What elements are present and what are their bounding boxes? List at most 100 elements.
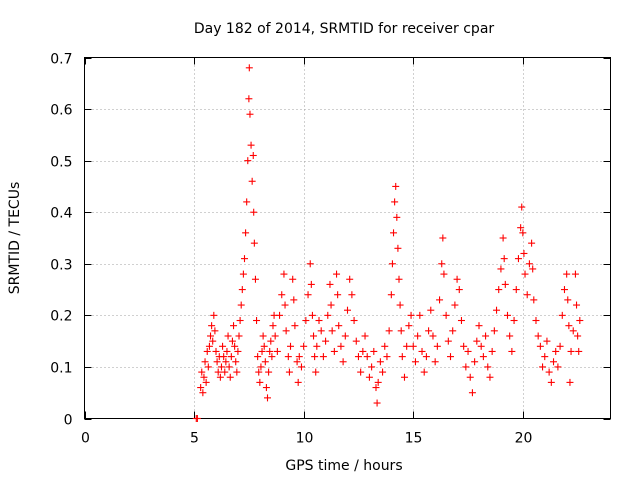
- data-point: [259, 332, 267, 340]
- data-point: [543, 337, 551, 345]
- data-point: [368, 363, 376, 371]
- data-point: [214, 368, 222, 376]
- data-point: [350, 317, 358, 325]
- data-point: [438, 260, 446, 268]
- data-point: [576, 317, 584, 325]
- data-point: [208, 322, 216, 330]
- data-point: [539, 363, 547, 371]
- data-point: [468, 389, 476, 397]
- data-point: [575, 347, 583, 355]
- data-point: [484, 363, 492, 371]
- data-point: [444, 337, 452, 345]
- data-point: [242, 229, 250, 237]
- data-point: [209, 337, 217, 345]
- data-point: [560, 286, 568, 294]
- x-tick-label: 10: [296, 431, 314, 447]
- data-point: [317, 327, 325, 335]
- data-point: [497, 265, 505, 273]
- data-point: [202, 378, 210, 386]
- data-point: [493, 306, 501, 314]
- data-point: [528, 239, 536, 247]
- data-point: [564, 296, 572, 304]
- data-point: [574, 332, 582, 340]
- y-tick-label: 0.5: [50, 155, 72, 171]
- data-point: [403, 342, 411, 350]
- data-point: [466, 373, 474, 381]
- data-point: [210, 311, 218, 319]
- data-point: [212, 347, 220, 355]
- data-point: [439, 234, 447, 242]
- data-point: [395, 275, 403, 283]
- data-point: [344, 306, 351, 314]
- x-tick-label: 0: [81, 431, 90, 447]
- data-point: [236, 317, 244, 325]
- data-point: [391, 198, 399, 206]
- data-point: [330, 347, 338, 355]
- data-point: [427, 306, 435, 314]
- data-point: [517, 224, 525, 232]
- data-point: [220, 353, 228, 361]
- data-point: [449, 327, 457, 335]
- x-tick-label: 15: [405, 431, 423, 447]
- data-point: [457, 317, 465, 325]
- data-point: [567, 347, 575, 355]
- data-point: [268, 353, 276, 361]
- data-point: [550, 358, 558, 366]
- data-point: [224, 332, 232, 340]
- plot-frame: [84, 57, 611, 419]
- grid-lines: [84, 57, 611, 419]
- data-point: [547, 378, 555, 386]
- data-point: [307, 280, 315, 288]
- data-point: [312, 368, 320, 376]
- data-point: [379, 368, 387, 376]
- data-point: [447, 353, 455, 361]
- y-tick-label: 0.1: [50, 361, 72, 377]
- data-point: [248, 177, 256, 185]
- data-point: [512, 286, 520, 294]
- data-point: [211, 327, 219, 335]
- data-point: [230, 322, 238, 330]
- data-point: [285, 368, 293, 376]
- data-point: [225, 363, 233, 371]
- data-point: [193, 415, 201, 422]
- data-point: [271, 332, 279, 340]
- data-point: [383, 353, 391, 361]
- data-point: [372, 384, 380, 392]
- data-point: [373, 399, 381, 407]
- x-tick-labels: 0 5 10 15 20: [81, 431, 532, 447]
- data-point: [392, 182, 400, 190]
- data-point: [460, 342, 468, 350]
- data-point: [328, 327, 336, 335]
- data-point: [499, 234, 507, 242]
- data-point: [200, 373, 208, 381]
- data-point: [267, 337, 275, 345]
- data-point: [243, 198, 251, 206]
- data-point: [451, 301, 459, 309]
- data-point: [518, 203, 526, 211]
- data-point: [269, 322, 277, 330]
- data-point: [387, 291, 395, 299]
- data-point: [223, 347, 231, 355]
- data-point: [400, 373, 408, 381]
- data-point: [571, 270, 579, 278]
- data-point: [442, 311, 450, 319]
- y-axis-label: SRMTID / TECUs: [7, 182, 23, 295]
- data-point: [394, 244, 402, 252]
- data-point: [326, 280, 334, 288]
- data-point: [388, 260, 396, 268]
- data-point: [566, 378, 574, 386]
- data-point: [554, 363, 562, 371]
- data-point: [306, 260, 314, 268]
- data-point: [573, 301, 581, 309]
- data-point: [506, 332, 514, 340]
- data-point: [265, 368, 273, 376]
- data-point: [322, 337, 330, 345]
- data-point: [260, 342, 268, 350]
- data-point: [414, 332, 422, 340]
- data-point: [335, 322, 343, 330]
- data-point: [300, 342, 308, 350]
- data-point: [334, 291, 342, 299]
- data-point: [264, 394, 272, 402]
- data-point: [240, 255, 248, 263]
